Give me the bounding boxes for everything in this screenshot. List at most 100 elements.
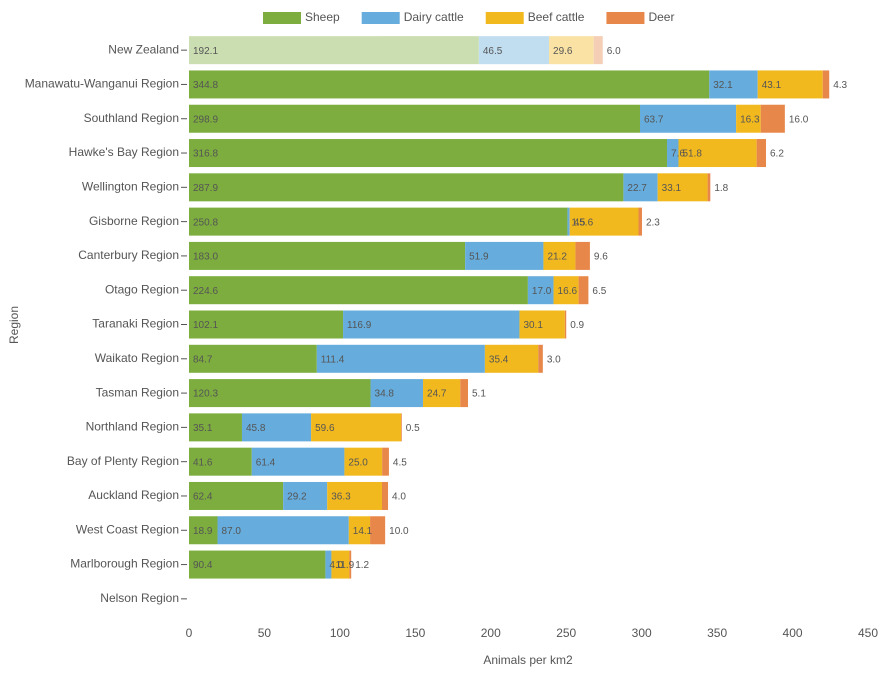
y-tick-label: Marlborough Region (70, 557, 179, 571)
data-label: 183.0 (193, 252, 218, 263)
x-axis-label: Animals per km2 (483, 653, 573, 667)
bar-segment (316, 344, 485, 373)
x-tick-label: 200 (481, 626, 501, 640)
data-label: 4.0 (329, 560, 343, 571)
y-tick-label: Waikato Region (95, 351, 179, 365)
bar-segment (189, 344, 317, 373)
data-label: 32.1 (713, 80, 733, 91)
data-label: 1.5 (571, 217, 585, 228)
y-tick-label: West Coast Region (76, 522, 179, 536)
data-label: 59.6 (315, 423, 335, 434)
x-tick-label: 300 (632, 626, 652, 640)
bar-segment (189, 104, 641, 133)
x-tick-label: 150 (405, 626, 425, 640)
data-label: 316.8 (193, 149, 218, 160)
bar-row (189, 139, 766, 168)
bar-segment (327, 481, 382, 510)
legend-swatch (606, 12, 645, 24)
bar-row (189, 207, 642, 236)
data-label: 45.8 (246, 423, 266, 434)
bar-segment (478, 36, 550, 65)
y-tick-label: Tasman Region (96, 385, 179, 399)
y-tick-label: Canterbury Region (78, 248, 179, 262)
bar-segment (311, 413, 401, 442)
bar-segment (283, 481, 328, 510)
bar-segment (423, 379, 461, 408)
y-tick-label: Southland Region (84, 111, 179, 125)
x-tick-label: 350 (707, 626, 727, 640)
data-label: 4.0 (392, 492, 406, 503)
x-tick-label: 100 (330, 626, 350, 640)
y-tick-label: Hawke's Bay Region (69, 145, 179, 159)
bar-row (189, 276, 589, 305)
data-label: 6.0 (607, 46, 621, 57)
bar-row (189, 550, 352, 579)
bar-segment (822, 70, 830, 99)
bar-segment (593, 36, 603, 65)
bar-row (189, 173, 711, 202)
bar-segment (569, 207, 639, 236)
legend-swatch (361, 12, 400, 24)
bar-row (189, 70, 830, 99)
data-label: 24.7 (427, 389, 447, 400)
bar-segment (543, 241, 576, 270)
data-label: 17.0 (532, 286, 552, 297)
bar-segment (189, 241, 466, 270)
bar-segment (189, 36, 479, 65)
data-label: 10.0 (389, 526, 409, 537)
bar-segment (331, 550, 350, 579)
bar-segment (667, 139, 679, 168)
y-tick-label: Nelson Region (100, 591, 179, 605)
data-label: 1.8 (714, 183, 728, 194)
bar-segment (370, 516, 386, 545)
bar-segment (189, 447, 252, 476)
bar-segment (623, 173, 658, 202)
bar-segment (519, 310, 565, 339)
data-label: 35.1 (193, 423, 213, 434)
bar-segment (189, 70, 710, 99)
data-label: 16.3 (740, 114, 760, 125)
data-label: 87.0 (222, 526, 242, 537)
data-label: 16.6 (558, 286, 578, 297)
bar-segment (538, 344, 543, 373)
data-label: 84.7 (193, 354, 213, 365)
bar-segment (189, 550, 326, 579)
bar-segment (527, 276, 554, 305)
bar-segment (678, 139, 757, 168)
data-label: 120.3 (193, 389, 218, 400)
data-label: 51.9 (469, 252, 489, 263)
data-label: 111.4 (321, 354, 345, 365)
bar-row (189, 104, 785, 133)
data-label: 344.8 (193, 80, 218, 91)
data-label: 102.1 (193, 320, 218, 331)
bar-segment (553, 276, 579, 305)
data-label: 61.4 (256, 457, 276, 468)
bar-row (189, 379, 468, 408)
bar-segment (760, 104, 785, 133)
bar-segment (370, 379, 424, 408)
data-label: 6.5 (592, 286, 606, 297)
data-label: 5.1 (472, 389, 486, 400)
data-label: 298.9 (193, 114, 218, 125)
x-tick-label: 0 (186, 626, 193, 640)
bar-segment (578, 276, 589, 305)
bar-segment (348, 516, 371, 545)
data-label: 9.6 (594, 252, 608, 263)
bar-segment (400, 413, 402, 442)
bar-row (189, 241, 590, 270)
bar-segment (189, 139, 668, 168)
legend-label: Dairy cattle (404, 10, 464, 24)
data-label: 4.3 (833, 80, 847, 91)
bar-segment (343, 310, 520, 339)
data-label: 35.4 (489, 354, 509, 365)
data-label: 287.9 (193, 183, 218, 194)
data-label: 22.7 (627, 183, 647, 194)
bar-segment (567, 207, 570, 236)
data-label: 51.8 (682, 149, 702, 160)
bar-segment (736, 104, 761, 133)
bar-row (189, 481, 389, 510)
bar-segment (189, 481, 284, 510)
data-label: 116.9 (347, 320, 372, 331)
x-tick-label: 450 (858, 626, 878, 640)
data-label: 7.6 (671, 149, 685, 160)
